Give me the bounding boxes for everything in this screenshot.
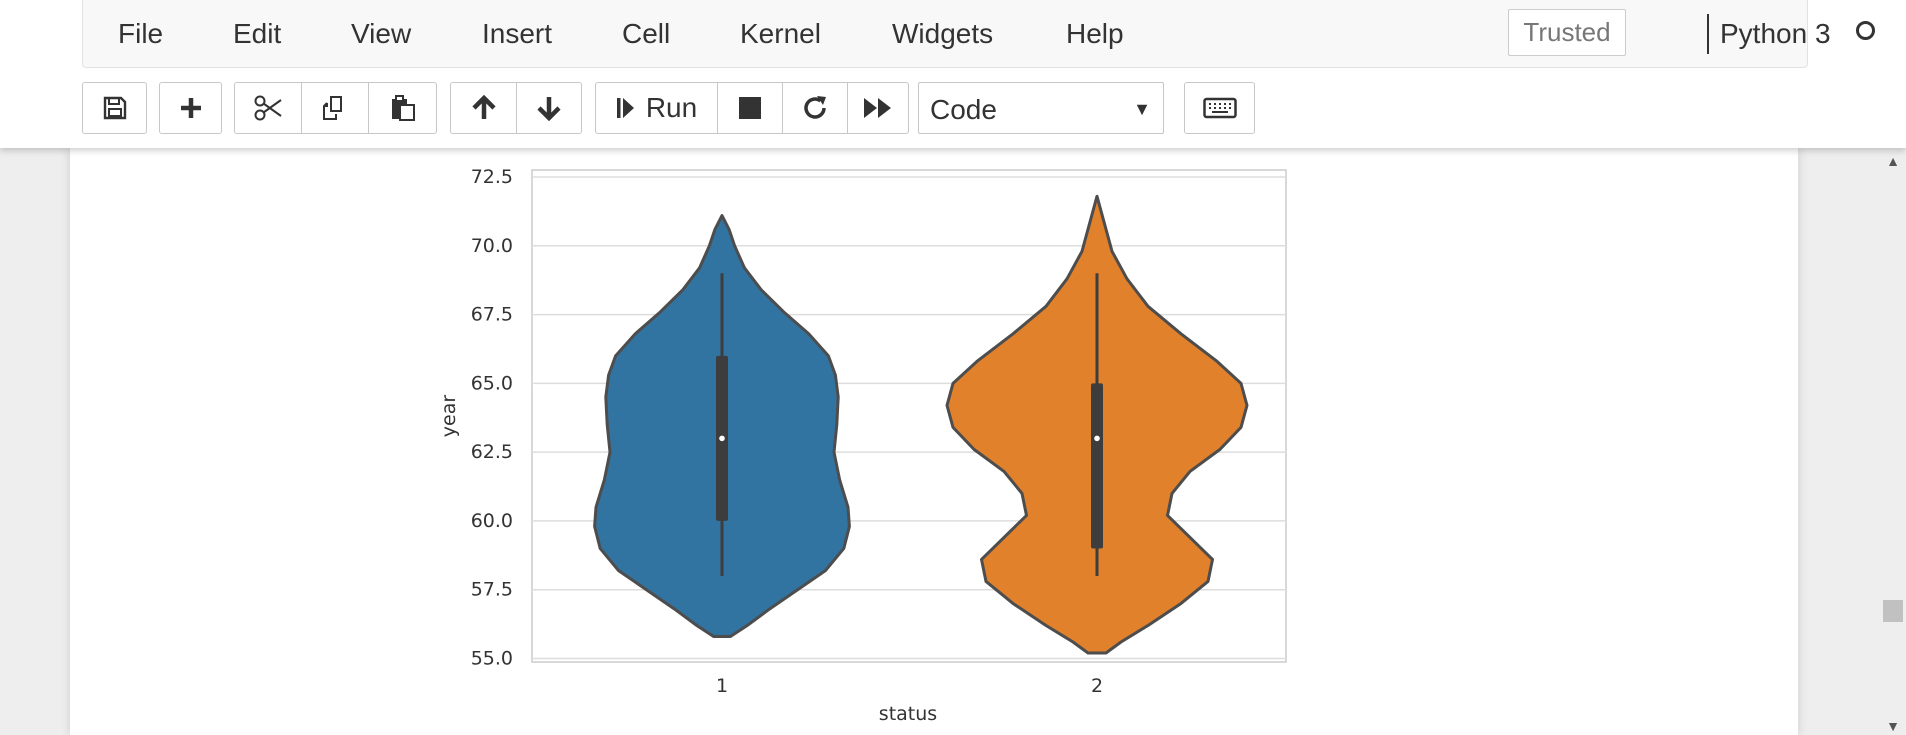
menu-widgets[interactable]: Widgets [892, 18, 994, 49]
restart-run-all-button[interactable] [847, 82, 909, 134]
y-tick-label: 65.0 [471, 372, 513, 394]
iqr-box-2 [1091, 383, 1103, 549]
x-axis-label: status [879, 703, 937, 725]
plus-icon [180, 98, 201, 118]
run-button[interactable]: Run [595, 82, 718, 134]
y-tick-labels: 55.0 57.5 60.0 62.5 65.0 67.5 70.0 72.5 [471, 166, 513, 670]
fast-forward-icon [864, 98, 891, 118]
menu-kernel[interactable]: Kernel [740, 18, 821, 49]
move-up-button[interactable] [450, 82, 517, 134]
scroll-up-icon[interactable]: ▲ [1886, 153, 1900, 169]
copy-icon [323, 96, 342, 120]
y-tick-label: 62.5 [471, 441, 513, 463]
restart-button[interactable] [782, 82, 848, 134]
restart-icon [804, 96, 826, 119]
trusted-indicator[interactable]: Trusted [1508, 9, 1626, 56]
menu-insert[interactable]: Insert [482, 18, 553, 49]
arrow-up-icon [471, 95, 496, 119]
run-label: Run [645, 92, 698, 123]
command-palette-button[interactable] [1184, 82, 1255, 134]
insert-cell-button[interactable] [159, 82, 222, 134]
menu-view[interactable]: View [351, 18, 412, 49]
y-tick-label: 67.5 [471, 304, 513, 326]
save-button[interactable] [82, 82, 147, 134]
y-tick-label: 57.5 [471, 579, 513, 601]
arrow-down-icon [537, 97, 561, 121]
y-tick-label: 70.0 [471, 235, 513, 257]
median-point-2 [1094, 435, 1100, 442]
scissors-icon [254, 95, 282, 121]
y-axis-label: year [438, 395, 460, 438]
save-icon [103, 96, 126, 120]
copy-button[interactable] [301, 82, 369, 134]
median-point-1 [719, 435, 725, 442]
y-tick-label: 72.5 [471, 166, 513, 188]
paste-icon [391, 95, 415, 121]
y-tick-label: 55.0 [471, 648, 513, 670]
menubar: File Edit View Insert Cell Kernel Widget… [82, 0, 1875, 68]
move-down-button[interactable] [516, 82, 582, 134]
menu-help[interactable]: Help [1066, 18, 1124, 49]
vertical-scrollbar[interactable]: ▲ ▼ [1880, 148, 1906, 735]
x-tick-label: 2 [1091, 675, 1103, 697]
scroll-down-icon[interactable]: ▼ [1886, 718, 1900, 734]
notebook-header: File Edit View Insert Cell Kernel Widget… [0, 0, 1906, 148]
stop-icon [739, 97, 761, 119]
interrupt-button[interactable] [717, 82, 783, 134]
kernel-divider [1707, 14, 1709, 54]
cell-type-value: Code [930, 94, 997, 125]
menu-edit[interactable]: Edit [233, 18, 282, 49]
keyboard-icon [1202, 97, 1237, 119]
violins [593, 194, 1249, 655]
kernel-idle-icon [1856, 21, 1875, 40]
y-tick-label: 60.0 [471, 510, 513, 532]
cell-type-select[interactable]: Code ▼ [918, 82, 1164, 134]
menu-file[interactable]: File [118, 18, 164, 49]
cut-button[interactable] [234, 82, 302, 134]
chevron-down-icon: ▼ [1133, 99, 1151, 119]
paste-button[interactable] [368, 82, 437, 134]
menu-cell[interactable]: Cell [622, 18, 671, 49]
scrollbar-thumb[interactable] [1883, 600, 1903, 622]
x-tick-label: 1 [716, 675, 728, 697]
step-forward-icon [616, 98, 634, 118]
kernel-name[interactable]: Python 3 [1720, 18, 1831, 49]
